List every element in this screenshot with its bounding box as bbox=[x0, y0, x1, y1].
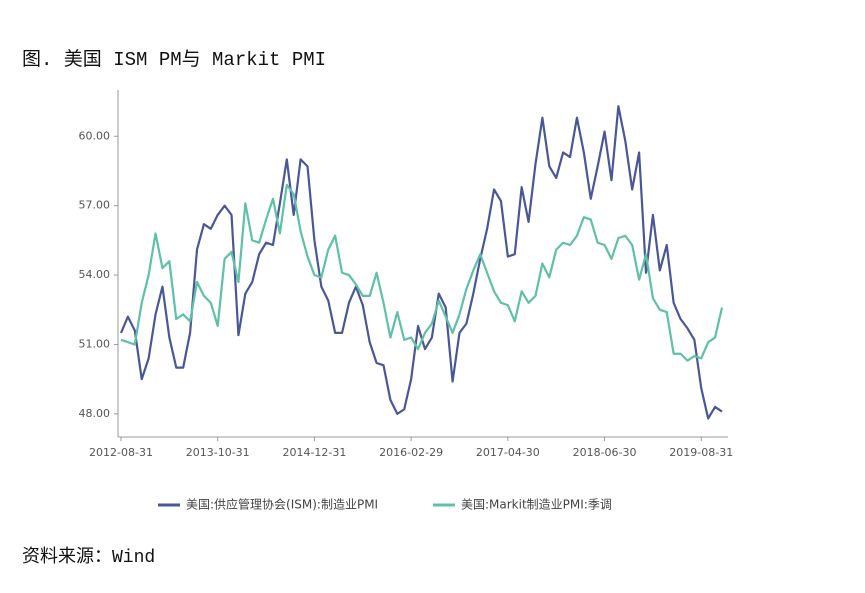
y-tick-label: 54.00 bbox=[79, 268, 111, 281]
y-tick-label: 51.00 bbox=[79, 337, 111, 350]
legend-label: 美国:供应管理协会(ISM):制造业PMI bbox=[186, 497, 378, 512]
x-tick-label: 2016-02-29 bbox=[379, 446, 443, 459]
x-tick-label: 2017-04-30 bbox=[476, 446, 540, 459]
y-tick-label: 57.00 bbox=[79, 199, 111, 212]
y-tick-label: 48.00 bbox=[79, 407, 111, 420]
line-series bbox=[120, 183, 724, 362]
legend-label: 美国:Markit制造业PMI:季调 bbox=[461, 498, 612, 512]
source-note: 资料来源：Wind bbox=[22, 546, 155, 568]
x-tick-label: 2019-08-31 bbox=[669, 446, 733, 459]
chart-title: 图. 美国 ISM PM与 Markit PMI bbox=[22, 48, 326, 71]
x-tick-label: 2012-08-31 bbox=[89, 446, 153, 459]
x-tick-label: 2013-10-31 bbox=[186, 446, 250, 459]
x-tick-label: 2014-12-31 bbox=[282, 446, 346, 459]
x-tick-label: 2018-06-30 bbox=[573, 446, 637, 459]
line-series bbox=[119, 105, 723, 420]
y-tick-label: 60.00 bbox=[79, 129, 111, 142]
